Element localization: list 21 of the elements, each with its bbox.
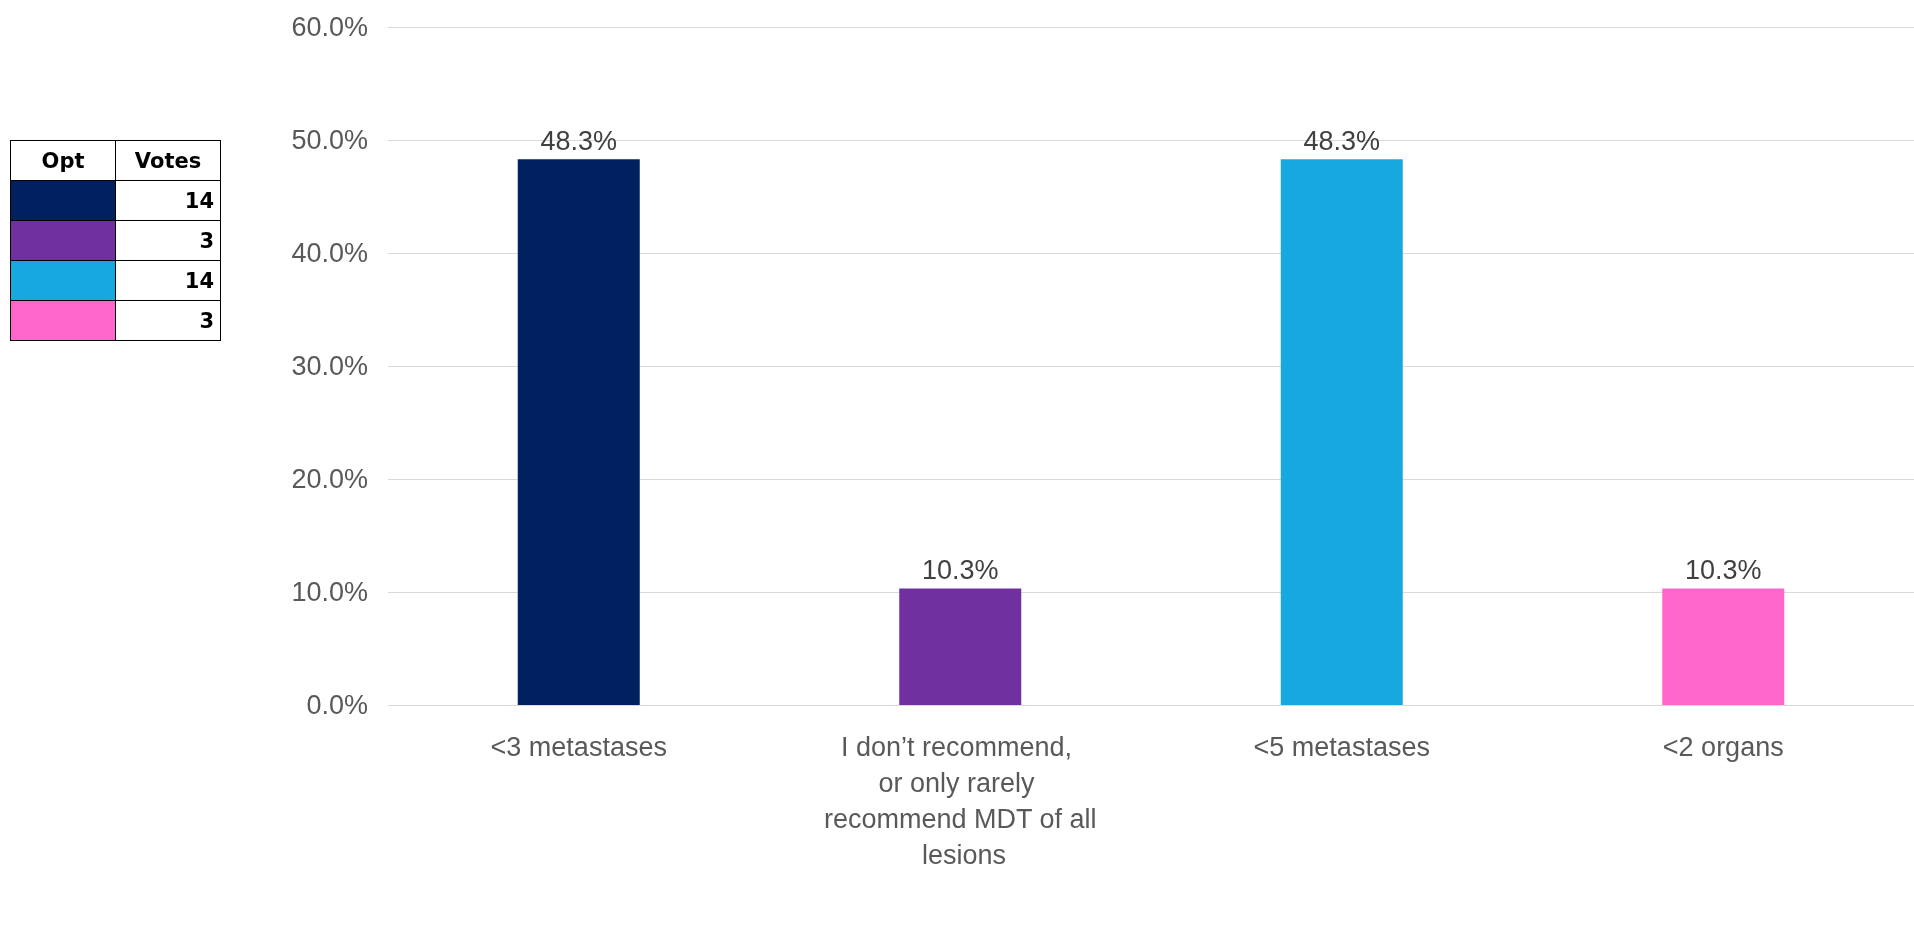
y-tick-label: 40.0% (291, 238, 368, 268)
data-label: 48.3% (1303, 125, 1381, 156)
text: 14 (115, 260, 221, 301)
y-tick-label: 50.0% (291, 125, 368, 155)
y-tick-label: 20.0% (291, 464, 368, 494)
x-tick-label: I don’t recommend, or only rarely recommend MDT of all lesions (823, 732, 1097, 870)
x-tick-label: <5 metastases (1253, 732, 1430, 762)
data-label: 48.3% (540, 125, 618, 156)
y-tick-label: 0.0% (306, 690, 368, 720)
y-tick-label: 60.0% (291, 12, 368, 42)
y-tick-label: 30.0% (291, 351, 368, 381)
x-tick-label: <3 metastases (490, 732, 667, 762)
text: Votes (115, 140, 221, 181)
y-tick-label: 10.0% (291, 577, 368, 607)
text: 3 (115, 300, 221, 341)
data-label: 10.3% (921, 555, 999, 586)
data-label: 10.3% (1684, 555, 1762, 586)
text: 14 (115, 180, 221, 221)
x-tick-label: <2 organs (1662, 732, 1784, 762)
text: 3 (115, 220, 221, 261)
text: Opt (10, 140, 116, 181)
